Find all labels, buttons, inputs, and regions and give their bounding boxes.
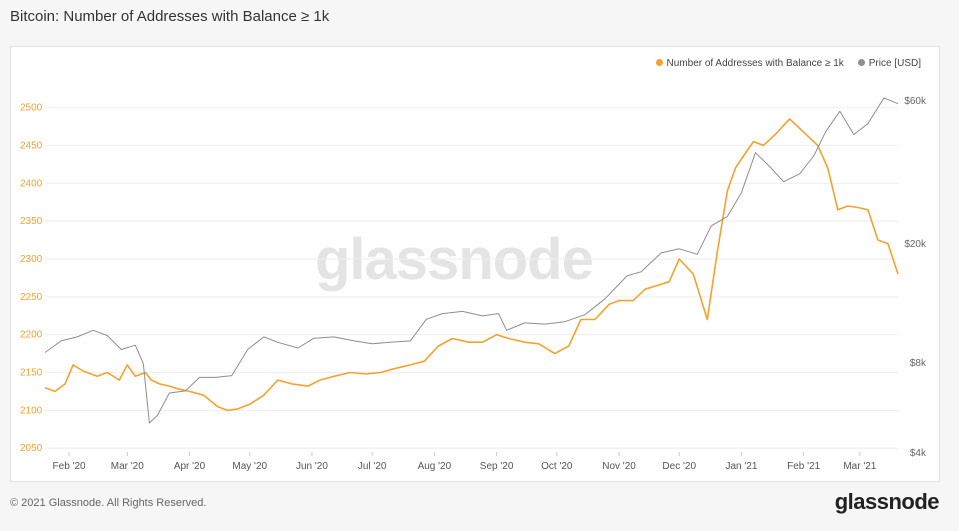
brand-logo: glassnode bbox=[834, 489, 940, 514]
legend-item-price[interactable]: Price [USD] bbox=[857, 58, 921, 69]
x-tick-label: Oct '20 bbox=[541, 461, 573, 472]
legend-dot-icon bbox=[655, 59, 663, 66]
x-tick-label: Jun '20 bbox=[296, 461, 328, 472]
chart-legend: Number of Addresses with Balance ≥ 1k Pr… bbox=[655, 58, 921, 69]
y-left-tick-label: 2050 bbox=[20, 443, 43, 454]
x-tick-label: Dec '20 bbox=[662, 461, 696, 472]
y-left-tick-label: 2100 bbox=[20, 405, 43, 416]
legend-item-addresses[interactable]: Number of Addresses with Balance ≥ 1k bbox=[655, 58, 844, 69]
y-left-tick-label: 2300 bbox=[20, 254, 43, 265]
x-tick-label: Mar '21 bbox=[843, 461, 876, 472]
y-left-tick-label: 2250 bbox=[20, 292, 43, 303]
page-title: Bitcoin: Number of Addresses with Balanc… bbox=[10, 8, 330, 25]
watermark: glassnode bbox=[315, 227, 594, 292]
series-line-addresses bbox=[44, 118, 899, 412]
y-right-tick-label: $60k bbox=[904, 96, 927, 107]
y-left-tick-label: 2450 bbox=[20, 140, 43, 151]
copyright-footer: © 2021 Glassnode. All Rights Reserved. bbox=[10, 497, 207, 509]
legend-dot-icon bbox=[857, 59, 865, 66]
y-left-tick-label: 2150 bbox=[20, 368, 43, 379]
y-left-tick-label: 2350 bbox=[20, 216, 43, 227]
x-tick-label: Nov '20 bbox=[602, 461, 636, 472]
legend-label-price: Price [USD] bbox=[868, 58, 921, 69]
x-tick-label: May '20 bbox=[232, 461, 267, 472]
y-right-tick-label: $8k bbox=[910, 358, 927, 369]
x-tick-label: Sep '20 bbox=[480, 461, 514, 472]
x-tick-label: Jul '20 bbox=[358, 461, 387, 472]
x-tick-label: Feb '20 bbox=[53, 461, 86, 472]
y-right-tick-label: $20k bbox=[904, 239, 927, 250]
series-line-price bbox=[44, 97, 899, 424]
x-tick-label: Mar '20 bbox=[111, 461, 144, 472]
x-tick-label: Apr '20 bbox=[174, 461, 206, 472]
x-tick-label: Jan '21 bbox=[725, 461, 757, 472]
y-left-tick-label: 2400 bbox=[20, 178, 43, 189]
x-tick-label: Feb '21 bbox=[787, 461, 820, 472]
x-tick-label: Aug '20 bbox=[418, 461, 452, 472]
chart-panel bbox=[10, 46, 940, 482]
y-right-tick-label: $4k bbox=[910, 448, 927, 459]
legend-label-addresses: Number of Addresses with Balance ≥ 1k bbox=[666, 58, 844, 69]
y-left-tick-label: 2200 bbox=[20, 330, 43, 341]
y-left-tick-label: 2500 bbox=[20, 103, 43, 114]
